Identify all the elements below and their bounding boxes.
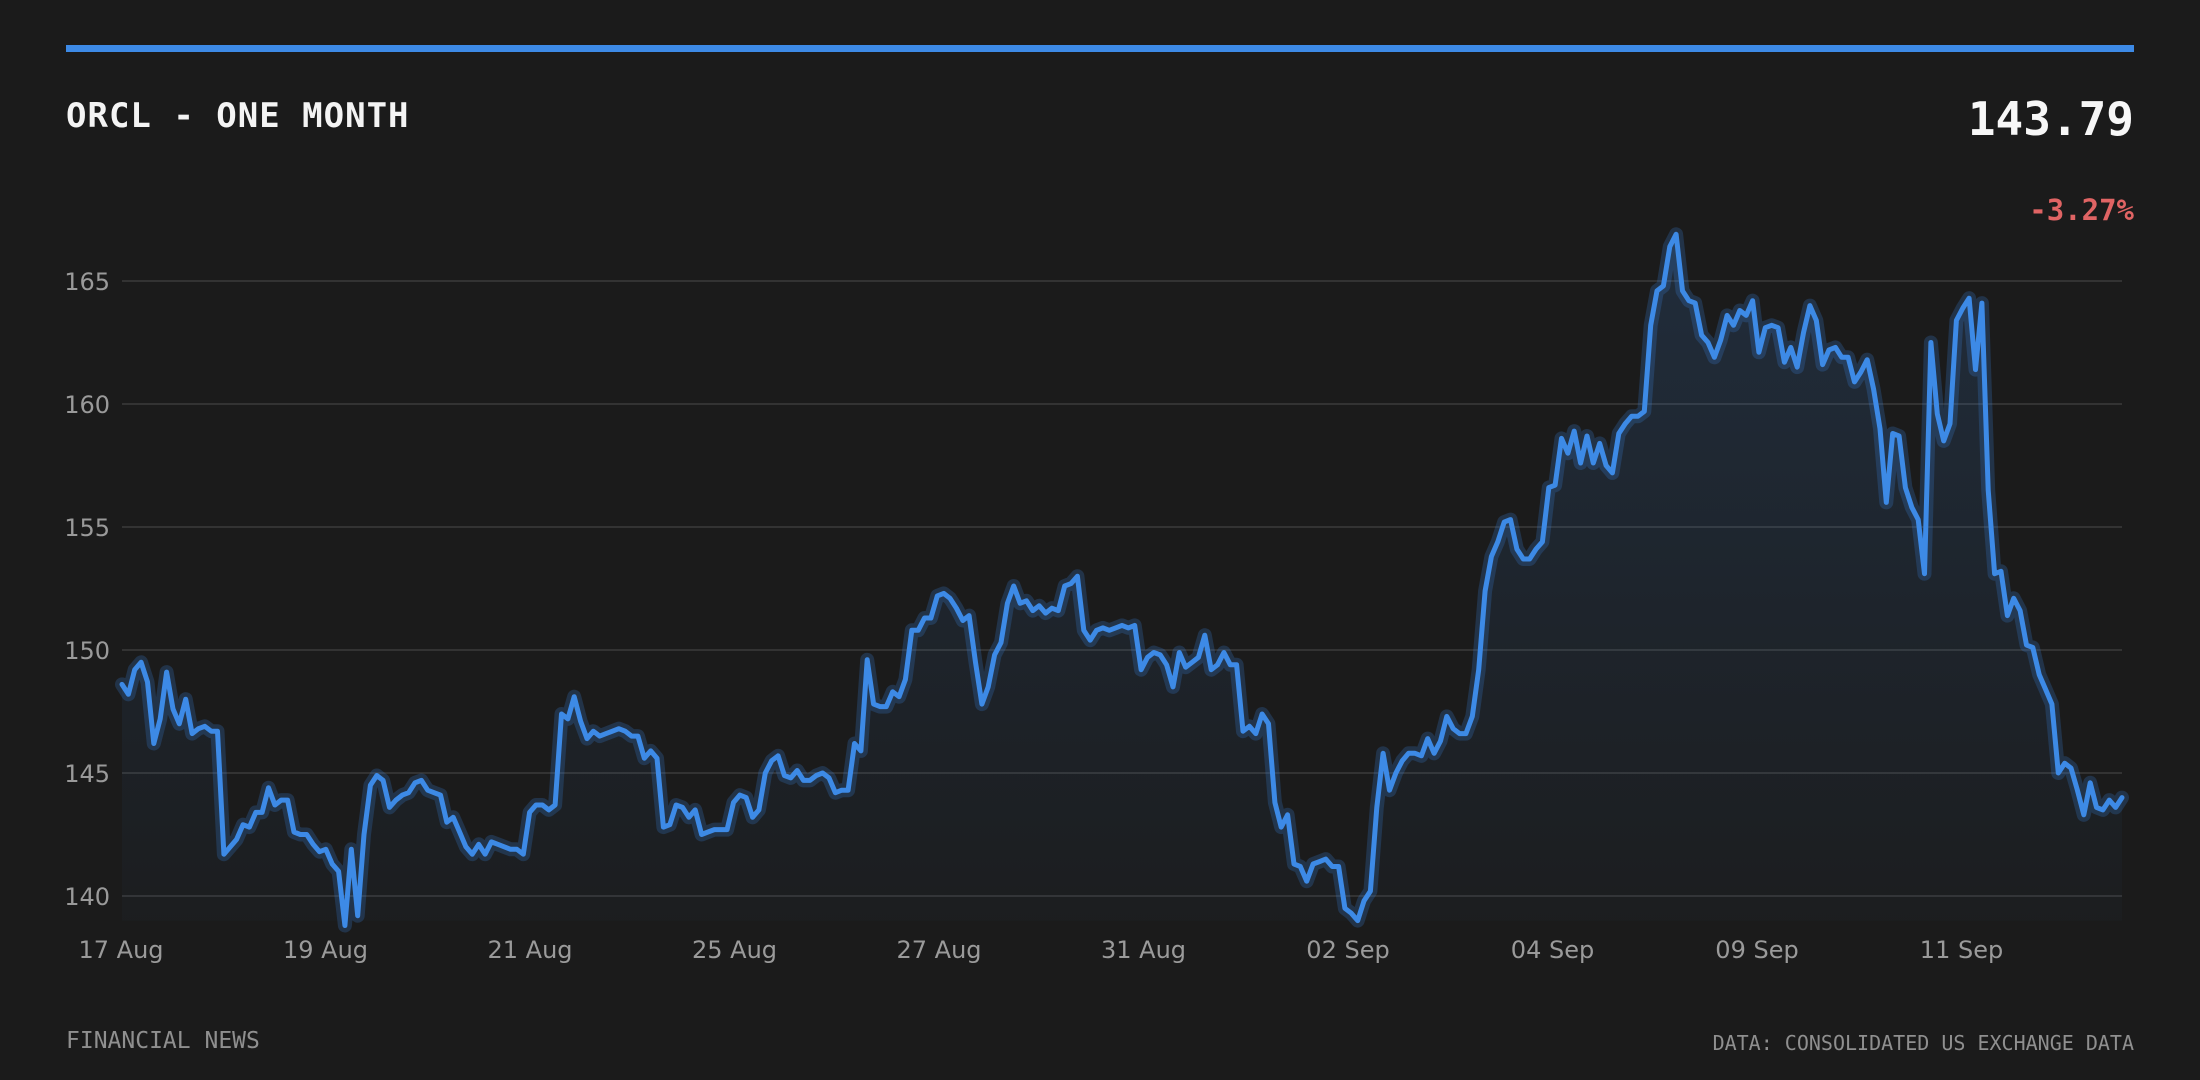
price-change: -3.27% [2029, 193, 2134, 227]
top-accent-rule [66, 45, 2134, 52]
x-tick-label: 11 Sep [1920, 936, 2003, 964]
footer-source-left: FINANCIAL NEWS [66, 1028, 260, 1054]
current-price: 143.79 [1967, 92, 2134, 146]
y-axis-ticks: 140 145 150 155 160 165 [64, 268, 110, 911]
x-tick-label: 25 Aug [692, 936, 777, 964]
x-tick-label: 04 Sep [1511, 936, 1594, 964]
x-tick-label: 21 Aug [487, 936, 572, 964]
y-tick-label: 160 [64, 391, 110, 419]
x-tick-label: 17 Aug [78, 936, 163, 964]
x-tick-label: 27 Aug [896, 936, 981, 964]
x-tick-label: 02 Sep [1306, 936, 1389, 964]
x-tick-label: 19 Aug [283, 936, 368, 964]
x-tick-label: 31 Aug [1101, 936, 1186, 964]
x-tick-label: 09 Sep [1715, 936, 1798, 964]
x-axis-ticks: 17 Aug 19 Aug 21 Aug 25 Aug 27 Aug 31 Aug 02 S… [78, 936, 2003, 964]
footer-source-right: DATA: CONSOLIDATED US EXCHANGE DATA [1712, 1031, 2134, 1055]
price-chart: 140 145 150 155 160 165 17 Aug 19 Aug 21 Aug 25 … [64, 227, 2129, 964]
chart-title: ORCL - ONE MONTH [66, 96, 410, 136]
y-tick-label: 150 [64, 637, 110, 665]
y-tick-label: 145 [64, 760, 110, 788]
y-tick-label: 140 [64, 883, 110, 911]
price-area [122, 234, 2122, 926]
price-line [119, 231, 2125, 928]
y-tick-label: 155 [64, 514, 110, 542]
y-tick-label: 165 [64, 268, 110, 296]
